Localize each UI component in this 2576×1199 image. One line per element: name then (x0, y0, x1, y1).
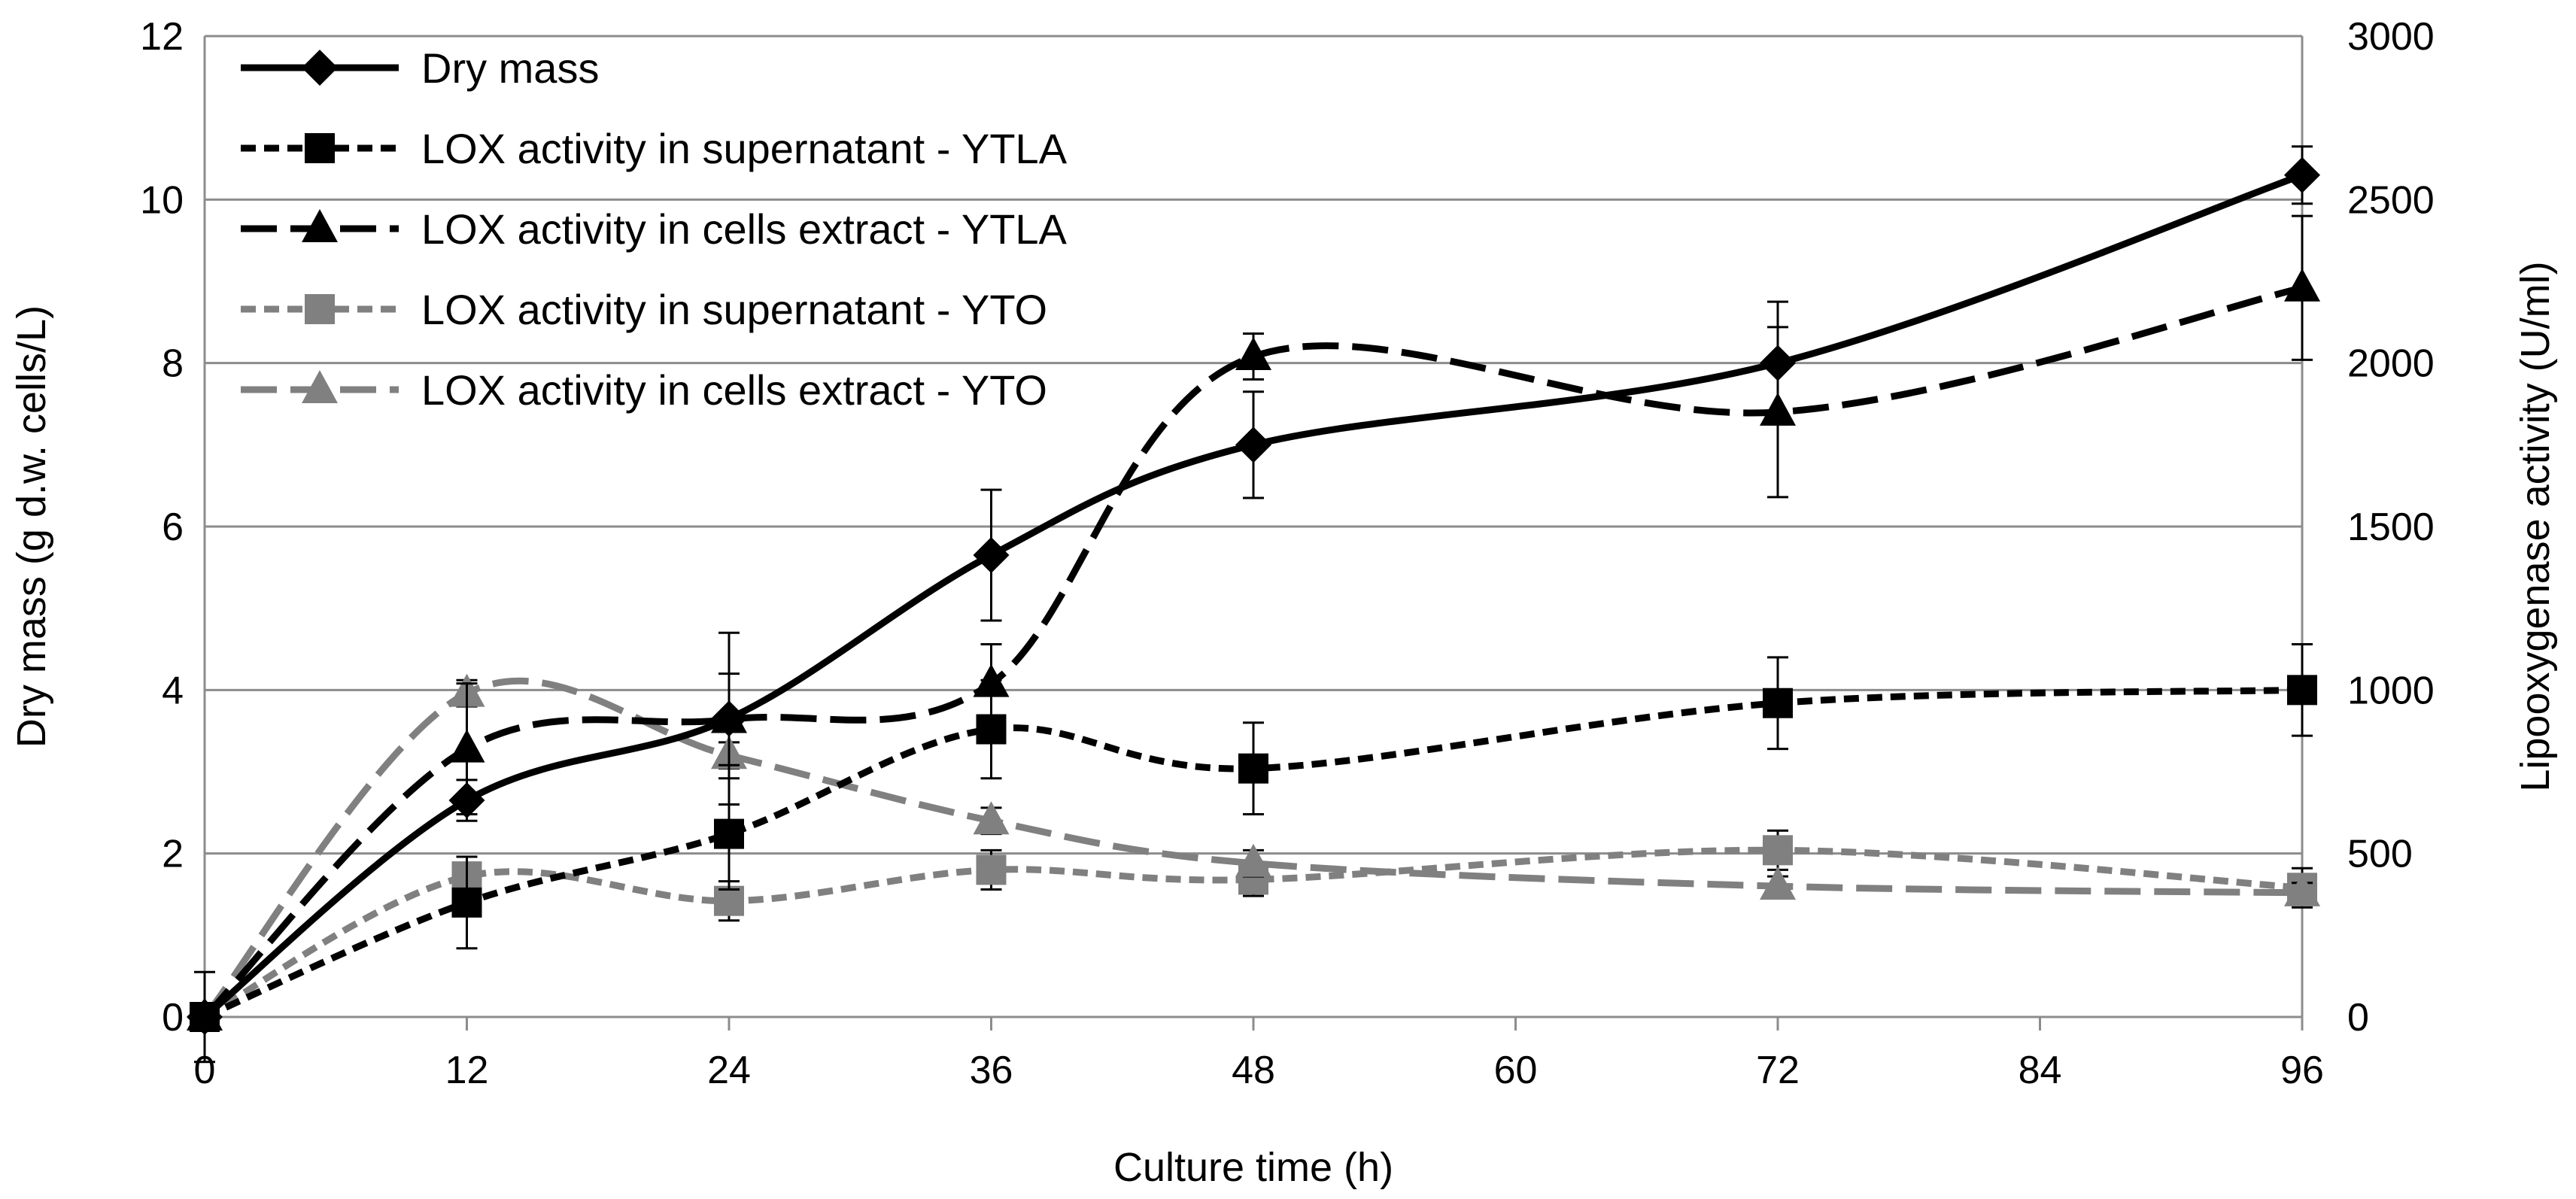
x-axis-title: Culture time (h) (1113, 1145, 1393, 1190)
data-point (1760, 867, 1796, 900)
data-point (302, 50, 338, 86)
data-point (711, 700, 747, 737)
y-tick-label: 6 (162, 505, 184, 549)
data-point (448, 782, 485, 819)
data-point (2287, 675, 2317, 706)
y2-tick-label: 1000 (2347, 669, 2435, 712)
y-tick-label: 10 (140, 178, 184, 222)
data-point (1235, 843, 1271, 877)
legend-label: LOX activity in supernatant - YTLA (421, 125, 1068, 172)
y2-tick-label: 500 (2347, 833, 2413, 876)
legend-label: LOX activity in cells extract - YTLA (421, 205, 1068, 253)
data-point (973, 537, 1010, 574)
data-point (2284, 156, 2320, 193)
y2-tick-label: 0 (2347, 996, 2369, 1040)
data-point (1763, 688, 1793, 718)
y2-tick-label: 1500 (2347, 505, 2435, 549)
y-axis-title: Dry mass (g d.w. cells/L) (9, 305, 54, 748)
data-point (305, 294, 335, 324)
legend-label: Dry mass (421, 44, 599, 92)
data-point (305, 133, 335, 163)
x-tick-label: 72 (1756, 1049, 1800, 1092)
data-point (2284, 873, 2320, 906)
series-line (202, 846, 2303, 1020)
axes (203, 36, 2304, 1031)
series-line (203, 686, 2303, 1021)
data-series (187, 145, 2320, 1064)
legend-item: LOX activity in supernatant - YTO (241, 286, 1047, 333)
y2-axis-title: Lipooxygenase activity (U/ml) (2513, 261, 2558, 791)
y-tick-label: 4 (162, 669, 184, 712)
x-tick-label: 24 (707, 1049, 751, 1092)
y2-tick-label: 2000 (2347, 342, 2435, 386)
x-tick-label: 12 (445, 1049, 489, 1092)
x-tick-label: 36 (970, 1049, 1013, 1092)
data-point (2284, 268, 2320, 302)
data-point (302, 370, 338, 403)
data-point (1760, 345, 1796, 381)
legend-label: LOX activity in cells extract - YTO (421, 366, 1047, 414)
series-2 (187, 214, 2320, 1031)
series-4 (187, 673, 2320, 1031)
data-point (976, 854, 1007, 885)
data-point (302, 209, 338, 242)
series-0 (187, 145, 2320, 1064)
data-point (1763, 835, 1793, 866)
x-tick-label: 48 (1232, 1049, 1275, 1092)
y2-tick-label: 3000 (2347, 15, 2435, 59)
data-point (1238, 753, 1268, 784)
data-point (1235, 426, 1271, 463)
legend: Dry mass LOX activity in supernatant - YT… (241, 44, 1068, 414)
y-tick-label: 2 (162, 833, 184, 876)
y-tick-label: 8 (162, 342, 184, 386)
legend-item: LOX activity in cells extract - YTO (241, 366, 1047, 414)
data-point (973, 663, 1010, 697)
series-1 (190, 642, 2317, 1032)
legend-label: LOX activity in supernatant - YTO (421, 286, 1047, 333)
x-tick-label: 84 (2019, 1049, 2062, 1092)
data-point (451, 887, 482, 918)
y2-tick-label: 2500 (2347, 178, 2435, 222)
legend-item: Dry mass (241, 44, 599, 92)
data-point (448, 729, 485, 763)
data-point (1235, 336, 1271, 370)
data-point (973, 801, 1010, 835)
y-tick-label: 0 (162, 996, 184, 1040)
x-tick-label: 96 (2280, 1049, 2324, 1092)
data-point (714, 818, 744, 849)
legend-item: LOX activity in cells extract - YTLA (241, 205, 1068, 253)
data-point (714, 885, 744, 916)
data-point (187, 999, 223, 1035)
x-tick-label: 60 (1494, 1049, 1538, 1092)
legend-item: LOX activity in supernatant - YTLA (241, 125, 1068, 172)
y-tick-label: 12 (140, 15, 184, 59)
